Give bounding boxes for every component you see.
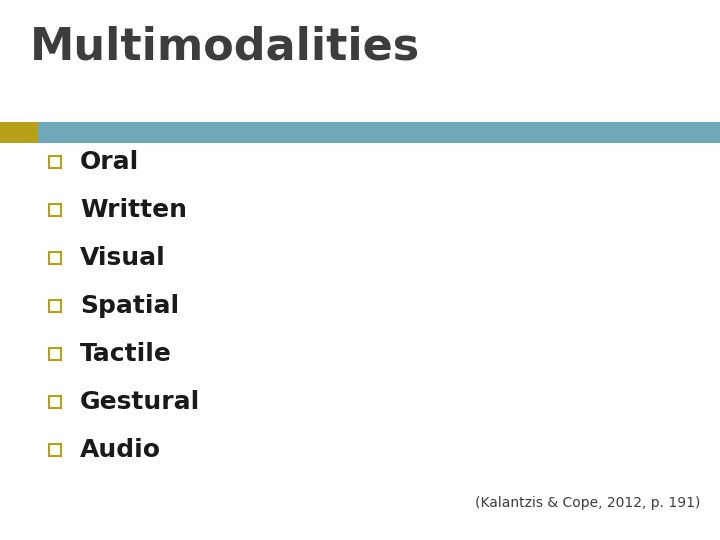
Text: Multimodalities: Multimodalities [30, 25, 420, 68]
Text: Oral: Oral [80, 150, 139, 174]
Bar [49, 348, 61, 360]
Text: Spatial: Spatial [80, 294, 179, 318]
Text: (Kalantzis & Cope, 2012, p. 191): (Kalantzis & Cope, 2012, p. 191) [474, 496, 700, 510]
Bar [0, 122, 38, 143]
Bar [49, 156, 61, 168]
Text: Visual: Visual [80, 246, 166, 270]
Bar [49, 300, 61, 312]
Text: Audio: Audio [80, 438, 161, 462]
Text: Written: Written [80, 198, 187, 222]
Text: Tactile: Tactile [80, 342, 172, 366]
Bar [49, 252, 61, 264]
Text: Gestural: Gestural [80, 390, 200, 414]
Bar [49, 396, 61, 408]
Bar [49, 204, 61, 216]
Bar [38, 122, 720, 143]
Bar [49, 444, 61, 456]
